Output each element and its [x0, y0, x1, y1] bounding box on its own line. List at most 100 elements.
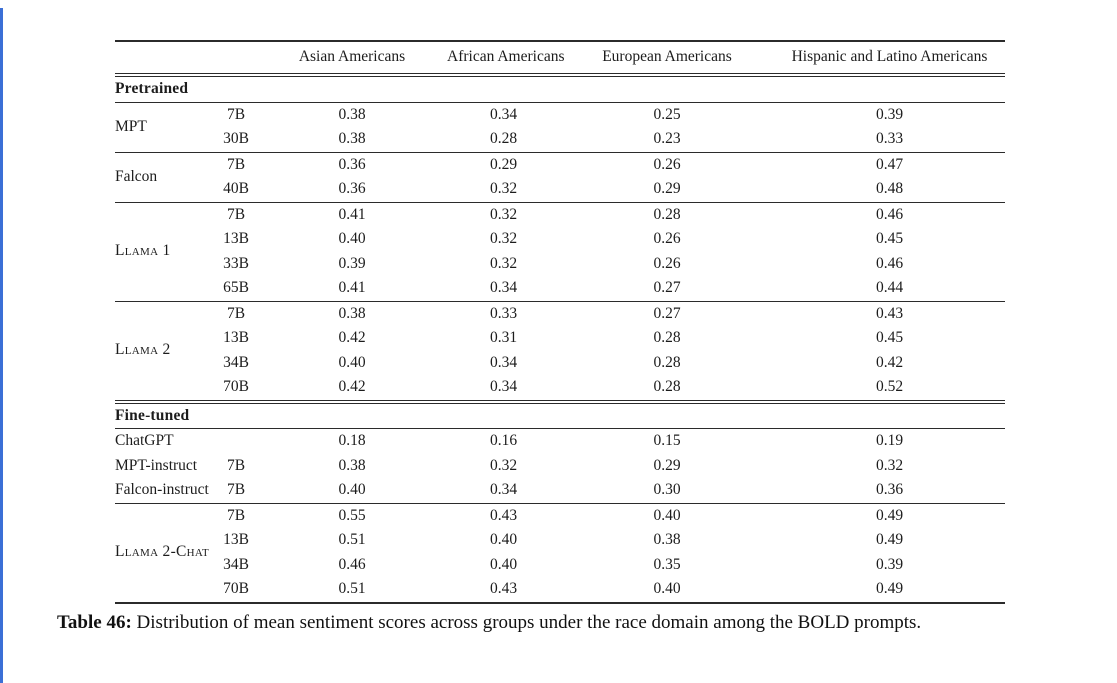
size-cell: 65B [223, 279, 249, 296]
value-cell: 0.44 [875, 279, 904, 296]
value-cell: 0.34 [489, 378, 518, 395]
value-cell: 0.32 [489, 180, 518, 197]
model-block: MPT 7B 0.38 0.34 0.25 0.39 30B 0.38 0.28 0.23 0.33 [115, 102, 1005, 152]
value-cell: 0.38 [338, 105, 366, 123]
size-cell: 70B [223, 580, 249, 597]
value-cell: 0.26 [653, 254, 681, 272]
value-cell: 0.40 [489, 555, 518, 573]
value-cell: 0.28 [653, 353, 681, 371]
value-cell: 0.42 [338, 329, 366, 346]
model-block: Llama 1 7B 0.41 0.32 0.28 0.46 13B 0.40 0.32 0.26… [115, 202, 1005, 301]
value-cell: 0.40 [338, 230, 366, 247]
value-cell: 0.19 [875, 432, 904, 449]
table-row: 70B 0.42 0.34 0.28 0.52 [115, 375, 1005, 402]
value-cell: 0.28 [653, 329, 681, 346]
value-cell: 0.47 [875, 155, 904, 173]
value-cell: 0.32 [489, 254, 518, 272]
value-cell: 0.42 [875, 353, 904, 371]
table-row: 30B 0.38 0.28 0.23 0.33 [115, 127, 1005, 152]
size-cell: 40B [223, 180, 249, 197]
section-body: Fine-tuned [115, 402, 1005, 429]
table-row: 13B 0.51 0.40 0.38 0.49 [115, 528, 1005, 553]
model-cell: Llama 2 [115, 341, 171, 359]
value-cell: 0.40 [653, 506, 681, 524]
value-cell: 0.34 [489, 105, 518, 123]
table-row: ChatGPT 0.18 0.16 0.15 0.19 [115, 429, 1005, 454]
section-label-row: Pretrained [115, 75, 1005, 102]
value-cell: 0.43 [489, 506, 518, 524]
size-cell: 7B [226, 456, 246, 474]
value-cell: 0.40 [338, 481, 366, 498]
size-cell: 70B [223, 378, 249, 395]
size-cell: 13B [223, 531, 249, 548]
value-cell: 0.43 [875, 304, 904, 322]
size-cell: 7B [226, 205, 246, 223]
table-caption: Table 46: Distribution of mean sentiment… [57, 610, 1065, 636]
section-label: Pretrained [115, 80, 189, 97]
value-cell: 0.33 [489, 304, 518, 322]
table-row: 65B 0.41 0.34 0.27 0.44 [115, 276, 1005, 301]
value-cell: 0.36 [875, 481, 904, 498]
table-row: Llama 2-Chat 7B 0.55 0.43 0.40 0.49 [115, 503, 1005, 561]
value-cell: 0.26 [653, 230, 681, 247]
value-cell: 0.41 [338, 205, 366, 223]
value-cell: 0.38 [338, 456, 366, 474]
model-block: Llama 2-Chat 7B 0.55 0.43 0.40 0.49 13B 0.51 0.4… [115, 503, 1005, 603]
value-cell: 0.29 [653, 180, 681, 197]
size-cell: 13B [223, 329, 249, 346]
value-cell: 0.39 [875, 555, 904, 573]
section-label: Fine-tuned [115, 406, 190, 424]
value-cell: 0.26 [653, 155, 681, 173]
value-cell: 0.35 [653, 555, 681, 573]
size-cell [215, 429, 257, 454]
value-cell: 0.27 [653, 304, 681, 322]
value-cell: 0.41 [338, 279, 366, 296]
value-cell: 0.49 [875, 580, 904, 597]
header-row: Asian Americans African Americans Europe… [115, 41, 1005, 75]
value-cell: 0.42 [338, 378, 366, 395]
model-block: Llama 2 7B 0.38 0.33 0.27 0.43 13B 0.42 0.31 0.28… [115, 301, 1005, 402]
size-cell: 7B [226, 506, 246, 524]
value-cell: 0.34 [489, 481, 518, 498]
table-row: 70B 0.51 0.43 0.40 0.49 [115, 577, 1005, 603]
value-cell: 0.51 [338, 531, 366, 548]
value-cell: 0.33 [875, 130, 904, 147]
size-cell: 13B [223, 230, 249, 247]
table-row: Llama 2 7B 0.38 0.33 0.27 0.43 [115, 301, 1005, 359]
value-cell: 0.28 [653, 378, 681, 395]
size-cell: 34B [223, 353, 249, 371]
value-cell: 0.32 [875, 456, 904, 474]
model-cell: MPT-instruct [115, 456, 198, 474]
size-cell: 7B [226, 105, 246, 123]
size-cell: 30B [223, 130, 249, 147]
value-cell: 0.55 [338, 506, 366, 524]
model-cell: ChatGPT [115, 432, 174, 449]
value-cell: 0.49 [875, 506, 904, 524]
column-header: Hispanic and Latino Americans [791, 48, 988, 65]
value-cell: 0.30 [653, 481, 681, 498]
results-table: Asian Americans African Americans Europe… [115, 40, 1005, 604]
value-cell: 0.45 [875, 329, 904, 346]
size-column-header [215, 41, 257, 75]
table-container: Asian Americans African Americans Europe… [115, 40, 1005, 604]
value-cell: 0.38 [653, 531, 681, 548]
value-cell: 0.28 [653, 205, 681, 223]
table-row: 33B 0.39 0.32 0.26 0.46 [115, 252, 1005, 277]
size-cell: 34B [223, 555, 249, 573]
model-column-header [115, 41, 215, 75]
value-cell: 0.43 [489, 580, 518, 597]
value-cell: 0.38 [338, 304, 366, 322]
value-cell: 0.15 [653, 432, 681, 449]
value-cell: 0.32 [489, 456, 518, 474]
value-cell: 0.32 [489, 230, 518, 247]
model-cell: MPT [115, 117, 147, 135]
value-cell: 0.18 [338, 432, 366, 449]
table-row: Llama 1 7B 0.41 0.32 0.28 0.46 [115, 202, 1005, 260]
value-cell: 0.34 [489, 279, 518, 296]
table-row: 34B 0.46 0.40 0.35 0.39 [115, 553, 1005, 578]
size-cell: 7B [226, 155, 246, 173]
table-row: Falcon 7B 0.36 0.29 0.26 0.47 [115, 152, 1005, 185]
table-row: 40B 0.36 0.32 0.29 0.48 [115, 177, 1005, 202]
value-cell: 0.29 [489, 155, 518, 173]
value-cell: 0.27 [653, 279, 681, 296]
